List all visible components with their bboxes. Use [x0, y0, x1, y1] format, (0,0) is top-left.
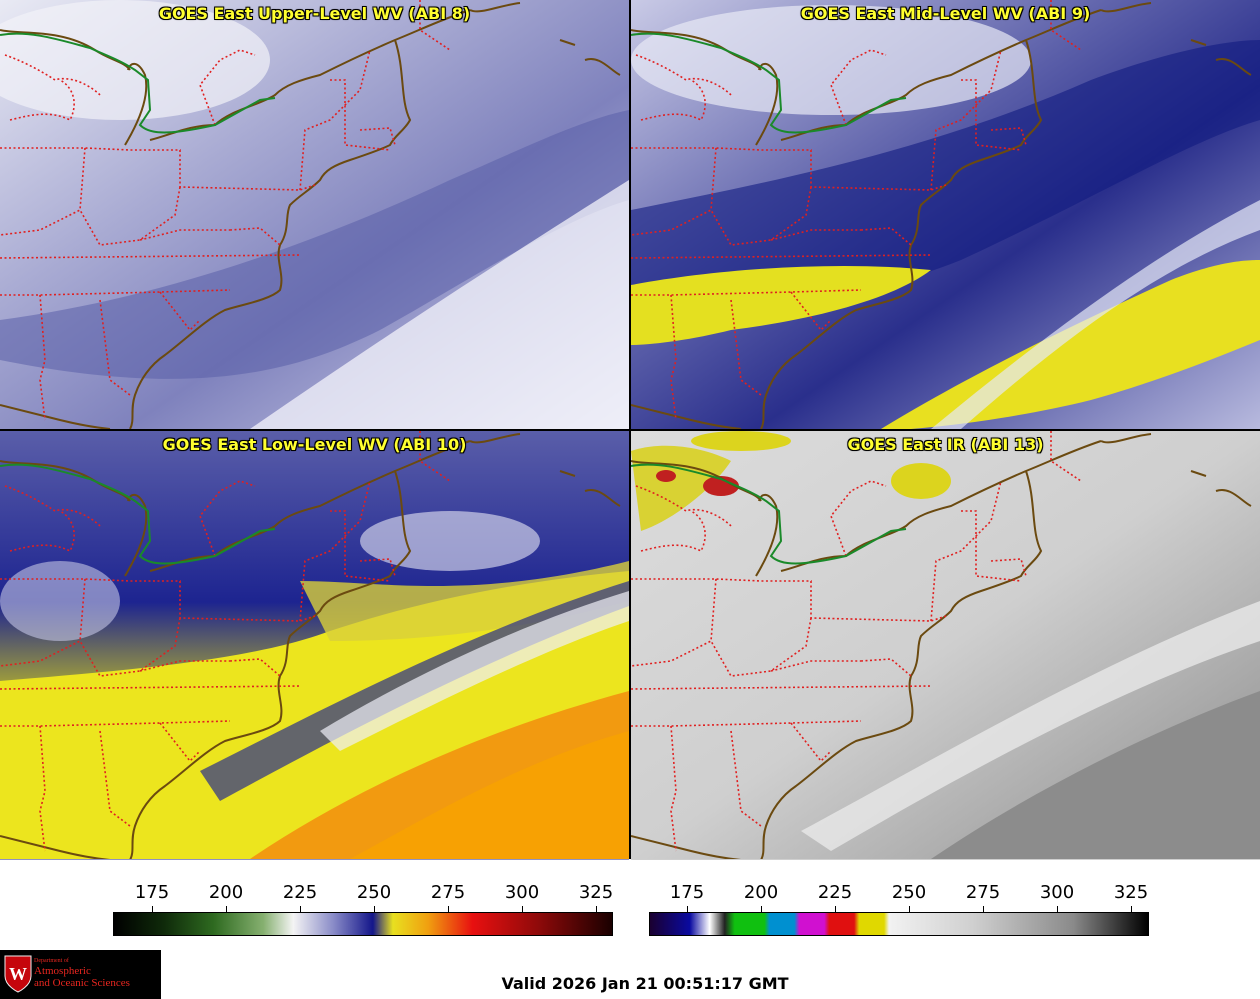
tick-label: 325 — [578, 882, 614, 903]
tick-label: 300 — [1039, 882, 1075, 903]
low-level-wv-image — [0, 431, 629, 859]
tick-label: 250 — [356, 882, 392, 903]
panel-low-level-wv: GOES East Low-Level WV (ABI 10) — [0, 431, 629, 860]
logo-text: Department of Atmospheric and Oceanic Sc… — [34, 957, 130, 989]
logo-line2: Atmospheric — [34, 965, 91, 977]
tick-label: 325 — [1113, 882, 1149, 903]
tick-label: 175 — [134, 882, 170, 903]
tick-label: 300 — [504, 882, 540, 903]
tick-label: 275 — [430, 882, 466, 903]
mid-level-wv-image — [631, 0, 1260, 429]
tick-label: 225 — [282, 882, 318, 903]
tick-label: 200 — [743, 882, 779, 903]
tick-label: 225 — [817, 882, 853, 903]
logo-line3: and Oceanic Sciences — [34, 977, 130, 989]
logo-line1: Department of — [34, 958, 69, 964]
uw-crest-icon: W — [4, 955, 32, 993]
panel-divider-horizontal — [0, 429, 1260, 431]
panel-title: GOES East IR (ABI 13) — [847, 435, 1044, 454]
ir-image — [631, 431, 1260, 859]
ir-colorbar — [649, 912, 1149, 936]
valid-time: Valid 2026 Jan 21 00:51:17 GMT — [501, 974, 789, 993]
upper-level-wv-image — [0, 0, 629, 429]
wv-colorbar-ticks: 175 200 225 250 275 300 325 — [113, 876, 614, 912]
panel-mid-level-wv: GOES East Mid-Level WV (ABI 9) — [631, 0, 1260, 429]
ir-colorbar-ticks: 175 200 225 250 275 300 325 — [649, 876, 1149, 912]
panel-upper-level-wv: GOES East Upper-Level WV (ABI 8) — [0, 0, 629, 429]
uw-aos-logo: W Department of Atmospheric and Oceanic … — [0, 950, 161, 999]
tick-label: 250 — [891, 882, 927, 903]
panel-title: GOES East Low-Level WV (ABI 10) — [162, 435, 467, 454]
panel-title: GOES East Upper-Level WV (ABI 8) — [158, 4, 471, 23]
tick-label: 175 — [669, 882, 705, 903]
tick-label: 200 — [208, 882, 244, 903]
panel-title: GOES East Mid-Level WV (ABI 9) — [800, 4, 1091, 23]
svg-text:W: W — [9, 964, 27, 984]
wv-colorbar — [113, 912, 613, 936]
panel-ir: GOES East IR (ABI 13) — [631, 431, 1260, 860]
tick-label: 275 — [965, 882, 1001, 903]
